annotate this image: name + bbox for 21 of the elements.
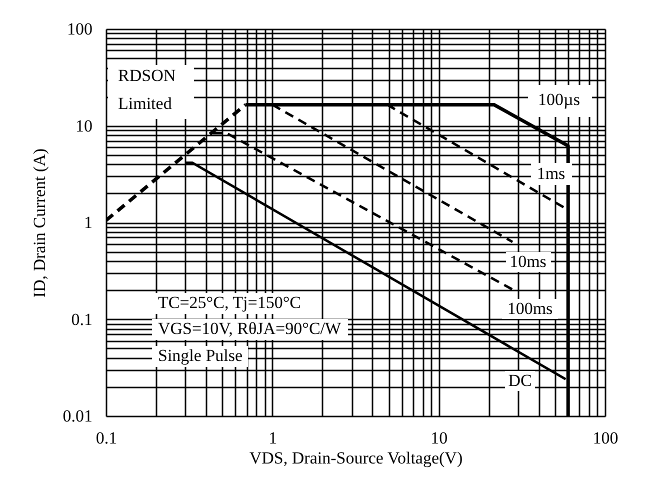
x-tick-label: 0.1 bbox=[96, 428, 118, 448]
y-axis-title: ID, Drain Current (A) bbox=[30, 148, 49, 298]
x-tick-label: 1 bbox=[268, 428, 278, 448]
annotation: 1ms bbox=[536, 164, 566, 183]
y-tick-label: 0.01 bbox=[62, 406, 92, 426]
y-tick-label: 10 bbox=[76, 116, 92, 136]
annotation: TC=25°C, Tj=150°C bbox=[158, 293, 301, 312]
annotation: Single Pulse bbox=[158, 346, 243, 365]
annotation: 10ms bbox=[510, 252, 546, 271]
y-tick-label: 0.1 bbox=[71, 310, 92, 329]
annotation: RDSON bbox=[118, 66, 176, 85]
annotation: VGS=10V, RθJA=90°C/W bbox=[158, 319, 342, 338]
y-tick-label: 100 bbox=[67, 20, 92, 38]
annotation: 100µs bbox=[538, 90, 580, 109]
annotation: 100ms bbox=[507, 299, 553, 318]
x-axis-title: VDS, Drain-Source Voltage(V) bbox=[249, 448, 463, 468]
annotation: Limited bbox=[118, 94, 172, 113]
y-tick-label: 1 bbox=[84, 213, 92, 232]
annotation: DC bbox=[508, 371, 532, 390]
x-tick-label: 100 bbox=[592, 428, 618, 448]
x-tick-label: 10 bbox=[430, 428, 448, 448]
